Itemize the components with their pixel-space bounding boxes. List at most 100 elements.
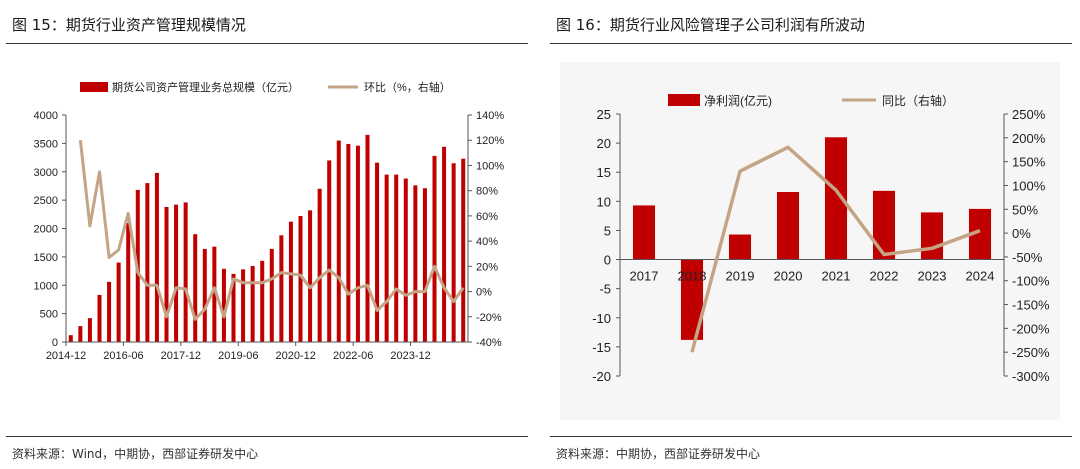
bar-aum	[202, 248, 207, 342]
bar-aum	[403, 178, 408, 342]
yoy-line	[690, 145, 981, 353]
bar-aum	[145, 183, 150, 342]
y2-tick-label: 0%	[476, 287, 492, 299]
bar-aum	[78, 326, 83, 342]
y-tick-label: -15	[592, 340, 611, 355]
y-tick-label: -5	[599, 282, 611, 297]
bar-aum	[193, 234, 198, 342]
bar-net-profit	[824, 137, 848, 260]
profit-chart: 净利润(亿元) 同比（右轴） -20 -15 -10 -5 0 5 10 15 20 25 -300% -…	[560, 62, 1060, 420]
y2-tick-label: -40%	[476, 337, 502, 349]
y2-tick-label: -20%	[476, 312, 502, 324]
source-divider	[6, 436, 528, 437]
bar-aum	[336, 140, 341, 342]
y-tick-label: 15	[597, 165, 611, 180]
y2-tick-label: -100%	[1012, 274, 1050, 289]
bar-aum	[87, 318, 92, 342]
x-tick-label: 2022-06	[333, 350, 373, 360]
y-tick-label: 0	[604, 253, 611, 268]
y-tick-label: 2500	[34, 195, 58, 207]
y2-tick-label: 100%	[476, 160, 504, 172]
bar-aum	[375, 162, 380, 342]
y-tick-label: 1000	[34, 280, 58, 292]
bar-aum	[442, 146, 447, 342]
x-tick-label: 2023-12	[390, 350, 430, 360]
y2-tick-label: 200%	[1012, 131, 1046, 146]
bar-aum	[384, 174, 389, 342]
x-category-label: 2019	[726, 269, 755, 284]
bar-aum	[183, 202, 188, 342]
x-category-label: 2021	[822, 269, 851, 284]
bar-aum	[432, 155, 437, 342]
y2-tick-label: 250%	[1012, 107, 1046, 122]
bar-aum	[116, 262, 121, 342]
x-tick-label: 2017-12	[161, 350, 201, 360]
y-tick-label: 3000	[34, 167, 58, 179]
bar-aum	[346, 143, 351, 342]
y-tick-label: 20	[597, 136, 611, 151]
y-tick-label: 0	[52, 337, 58, 349]
bar-aum	[164, 206, 169, 342]
figure-16-panel: 图 16：期货行业风险管理子公司利润有所波动 净利润(亿元) 同比（右轴） -20 -…	[548, 0, 1080, 469]
bar-aum	[68, 335, 73, 342]
bar-aum	[413, 185, 418, 342]
title-divider	[550, 43, 1072, 44]
bar-net-profit	[872, 190, 896, 260]
source-note: 资料来源：中期协，西部证券研发中心	[556, 447, 761, 461]
bar-aum	[288, 221, 293, 342]
qoq-line	[78, 140, 465, 321]
y2-tick-label: 120%	[476, 135, 504, 147]
x-category-label: 2018	[678, 269, 707, 284]
bar-aum	[250, 265, 255, 342]
y2-tick-label: 140%	[476, 110, 504, 122]
y-tick-label: 500	[40, 309, 58, 321]
y2-tick-label: 40%	[476, 236, 498, 248]
bar-net-profit	[632, 205, 656, 260]
source-divider	[550, 436, 1072, 437]
legend-label-yoy: 同比（右轴）	[882, 93, 954, 108]
bar-aum	[365, 134, 370, 342]
bar-aum	[231, 273, 236, 342]
y-tick-label: 5	[604, 223, 611, 238]
y2-tick-label: 0%	[1012, 226, 1031, 241]
y2-tick-label: 20%	[476, 261, 498, 273]
y-tick-label: 1500	[34, 252, 58, 264]
bar-aum	[107, 281, 112, 342]
bar-aum	[308, 210, 313, 342]
bar-aum	[422, 188, 427, 342]
bar-aum	[221, 268, 226, 342]
y-tick-label: 2000	[34, 224, 58, 236]
x-tick-label: 2019-06	[218, 350, 258, 360]
bar-aum	[97, 294, 102, 342]
y2-tick-label: -150%	[1012, 298, 1050, 313]
legend-label-aum: 期货公司资产管理业务总规模（亿元）	[112, 80, 299, 94]
x-category-label: 2017	[630, 269, 659, 284]
x-tick-label: 2020-12	[276, 350, 316, 360]
bar-aum	[461, 158, 466, 342]
bar-aum	[451, 163, 456, 342]
legend-swatch-aum	[80, 82, 108, 92]
figure-15-panel: 图 15：期货行业资产管理规模情况 期货公司资产管理业务总规模（亿元） 环比（%，…	[0, 0, 530, 469]
y-tick-label: -20	[592, 369, 611, 384]
y2-tick-label: -250%	[1012, 345, 1050, 360]
bar-net-profit	[920, 212, 944, 260]
y2-tick-label: -200%	[1012, 321, 1050, 336]
bar-aum	[154, 172, 159, 342]
figure-title: 图 15：期货行业资产管理规模情况	[12, 16, 246, 34]
x-category-label: 2022	[870, 269, 899, 284]
x-category-label: 2024	[966, 269, 995, 284]
y-tick-label: 25	[597, 107, 611, 122]
y-tick-label: -10	[592, 311, 611, 326]
bar-aum	[212, 246, 217, 342]
aum-chart: 期货公司资产管理业务总规模（亿元） 环比（%，右轴） 0 500 1000 1500 200…	[34, 80, 505, 360]
bar-aum	[394, 174, 399, 342]
y-tick-label: 3500	[34, 138, 58, 150]
bar-net-profit	[728, 234, 752, 260]
y2-tick-label: -300%	[1012, 369, 1050, 384]
x-category-label: 2020	[774, 269, 803, 284]
bar-aum	[174, 204, 179, 342]
x-category-label: 2023	[918, 269, 947, 284]
bar-net-profit	[776, 192, 800, 260]
bar-net-profit	[680, 259, 704, 340]
bar-aum	[269, 248, 274, 342]
